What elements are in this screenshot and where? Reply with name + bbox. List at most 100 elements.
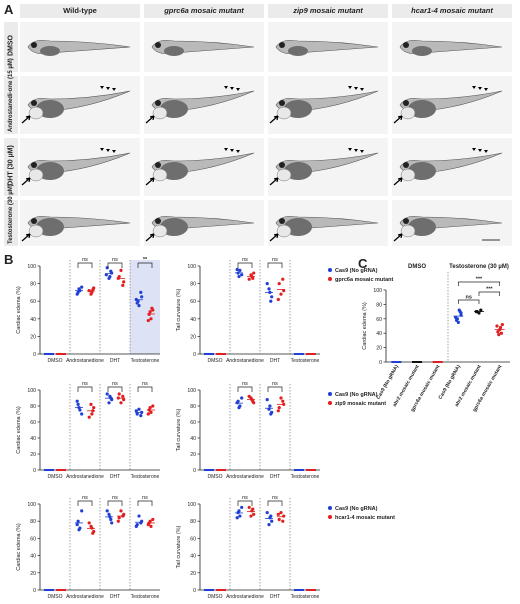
y-tick-label: 0 bbox=[193, 352, 196, 358]
y-tick-label: 80 bbox=[30, 519, 36, 525]
data-point bbox=[146, 412, 150, 416]
data-point bbox=[281, 399, 285, 403]
embryo-drawing bbox=[27, 39, 131, 56]
embryo-photo bbox=[392, 138, 512, 196]
y-tick-label: 20 bbox=[376, 346, 382, 352]
x-tick-label: Androstanedione bbox=[226, 594, 264, 600]
data-point bbox=[251, 276, 255, 280]
embryo-drawing bbox=[151, 39, 255, 56]
cardiac-edema-region bbox=[28, 168, 44, 182]
data-point bbox=[238, 268, 242, 272]
cardiac-edema-region bbox=[152, 168, 168, 182]
significance-label: ns bbox=[272, 257, 278, 263]
y-tick-label: 60 bbox=[376, 317, 382, 323]
x-tick-label: DHT bbox=[270, 358, 280, 364]
data-point bbox=[479, 308, 483, 312]
data-point bbox=[146, 318, 150, 323]
data-point bbox=[137, 514, 141, 518]
data-point bbox=[80, 285, 84, 289]
embryo-eye bbox=[279, 218, 285, 224]
data-point bbox=[149, 410, 153, 414]
data-point bbox=[249, 396, 253, 400]
embryo-eye bbox=[155, 162, 161, 168]
embryo-yolk bbox=[40, 46, 60, 56]
data-point bbox=[279, 292, 283, 296]
data-point bbox=[151, 517, 155, 522]
data-point bbox=[139, 521, 143, 525]
embryo-photo bbox=[268, 138, 388, 196]
tail-curvature-arrowhead-icon bbox=[106, 149, 110, 152]
panel-letter-b: B bbox=[4, 252, 14, 267]
y-tick-label: 0 bbox=[33, 468, 36, 474]
embryo-eye bbox=[403, 218, 409, 224]
y-tick-label: 80 bbox=[30, 404, 36, 410]
y-tick-label: 60 bbox=[30, 420, 36, 426]
legend-marker bbox=[328, 277, 332, 281]
x-tick-label: DMSO bbox=[208, 358, 223, 364]
data-point bbox=[91, 531, 95, 535]
embryo-drawing bbox=[21, 215, 131, 242]
edema-arrow-icon bbox=[269, 233, 279, 242]
data-point bbox=[237, 406, 241, 410]
data-point bbox=[121, 394, 125, 398]
cardiac-edema-region bbox=[400, 224, 416, 238]
data-point bbox=[89, 402, 93, 406]
significance-label: ns bbox=[112, 495, 118, 501]
data-point bbox=[252, 512, 256, 516]
data-point bbox=[268, 404, 272, 408]
data-point bbox=[240, 396, 244, 400]
y-tick-label: 40 bbox=[190, 317, 196, 323]
significance-label: ns bbox=[242, 381, 248, 387]
data-point bbox=[279, 510, 283, 515]
significance-bracket bbox=[237, 386, 253, 392]
y-tick-label: 100 bbox=[373, 288, 382, 294]
data-point bbox=[92, 406, 96, 410]
data-point bbox=[150, 306, 154, 310]
x-tick-label: Androstanedione bbox=[66, 474, 104, 480]
data-point bbox=[135, 412, 139, 416]
significance-bracket bbox=[107, 500, 123, 506]
legend-marker bbox=[328, 268, 332, 272]
tail-curvature-arrowhead-icon bbox=[224, 148, 228, 151]
y-tick-label: 80 bbox=[190, 404, 196, 410]
x-tick-label: Testosterone bbox=[291, 594, 320, 600]
data-point bbox=[235, 267, 239, 272]
group-label: Testosterone (30 µM) bbox=[449, 264, 509, 270]
data-point bbox=[149, 524, 153, 528]
data-point bbox=[251, 507, 255, 511]
embryo-photo bbox=[268, 22, 388, 72]
embryo-eye bbox=[155, 42, 161, 48]
significance-bracket bbox=[77, 386, 93, 392]
panel-letter-c: C bbox=[358, 256, 368, 271]
significance-label: ns bbox=[112, 381, 118, 387]
legend-marker bbox=[328, 392, 332, 396]
tail-curvature-arrowhead-icon bbox=[100, 148, 104, 151]
data-point bbox=[91, 288, 95, 292]
y-tick-label: 80 bbox=[190, 519, 196, 525]
legend-label: hcar1-4 mosaic mutant bbox=[335, 515, 395, 521]
embryo-drawing bbox=[393, 148, 503, 186]
y-axis-label: Tail curvature (%) bbox=[176, 288, 182, 331]
x-tick-label: Testosterone bbox=[131, 358, 160, 364]
embryo-drawing bbox=[269, 86, 379, 124]
embryo-photo bbox=[268, 200, 388, 246]
data-point bbox=[249, 514, 253, 518]
y-tick-label: 80 bbox=[30, 282, 36, 288]
data-point bbox=[276, 409, 280, 413]
data-point bbox=[87, 415, 91, 419]
data-point bbox=[267, 523, 271, 527]
x-tick-label: DMSO bbox=[208, 474, 223, 480]
y-axis-label: Tail curvature (%) bbox=[176, 408, 182, 451]
cardiac-edema-region bbox=[152, 224, 168, 238]
significance-bracket bbox=[478, 291, 501, 296]
data-point bbox=[107, 276, 111, 280]
y-tick-label: 80 bbox=[376, 302, 382, 308]
x-tick-label: DMSO bbox=[48, 474, 63, 480]
significance-label: ns bbox=[242, 257, 248, 263]
data-point bbox=[456, 320, 460, 324]
data-point bbox=[109, 269, 113, 273]
y-tick-label: 0 bbox=[33, 352, 36, 358]
edema-arrow-icon bbox=[145, 233, 155, 242]
data-point bbox=[137, 304, 141, 308]
